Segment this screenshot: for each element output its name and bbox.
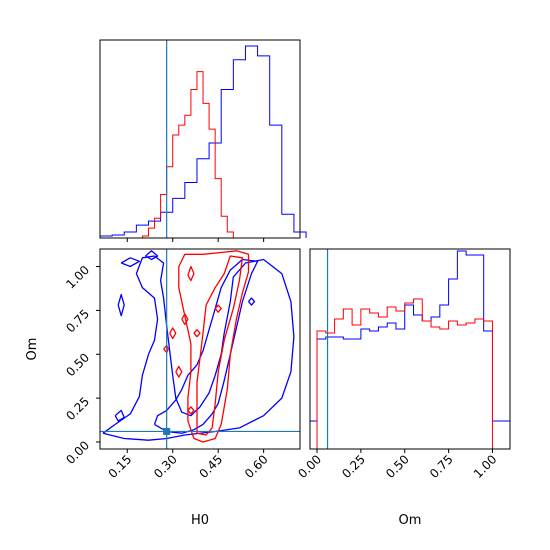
h0-histogram-line-0 [99,45,307,238]
contour-line-1-7 [193,329,201,338]
contour-line-1-2 [187,265,195,282]
contour-line-1-3 [169,327,177,340]
contour-line-1-4 [181,313,189,326]
om-histogram-line-1 [316,298,493,449]
h0-histogram-series [99,45,307,238]
om-hist-frame [309,248,511,450]
joint-contour-series [102,250,295,443]
h0-om-joint-contour: 0.15 0.30 0.45 0.60 0.000.250.500.751.00 H0… [25,248,301,528]
contour-line-1-1 [196,255,244,436]
contour-line-1-5 [163,344,169,354]
contour-line-1-9 [214,304,222,313]
joint-frame [99,248,301,450]
contour-line-0-0 [102,255,295,441]
om-histogram-line-0 [309,250,511,449]
contour-line-0-1 [153,258,259,434]
h0-axis-label: H0 [191,513,209,528]
contour-line-0-3 [114,409,125,422]
contour-line-0-5 [145,250,159,261]
om-hist-axis-label: Om [399,513,422,528]
contour-line-1-8 [187,406,195,415]
om-histogram-series [309,250,511,449]
contour-line-0-6 [248,297,256,306]
contour-line-1-0 [178,250,250,443]
contour-line-0-2 [117,293,125,317]
contour-line-1-6 [175,365,183,378]
h0-hist-frame [99,39,301,239]
joint-truth-crosshair [100,249,300,449]
h0-histogram-line-1 [141,71,234,238]
truth-marker [163,427,171,435]
h0-marginal-histogram [99,39,307,242]
h0-hist-ticks [126,238,265,242]
contour-line-0-4 [120,257,141,268]
om-axis-label: Om [25,338,40,361]
